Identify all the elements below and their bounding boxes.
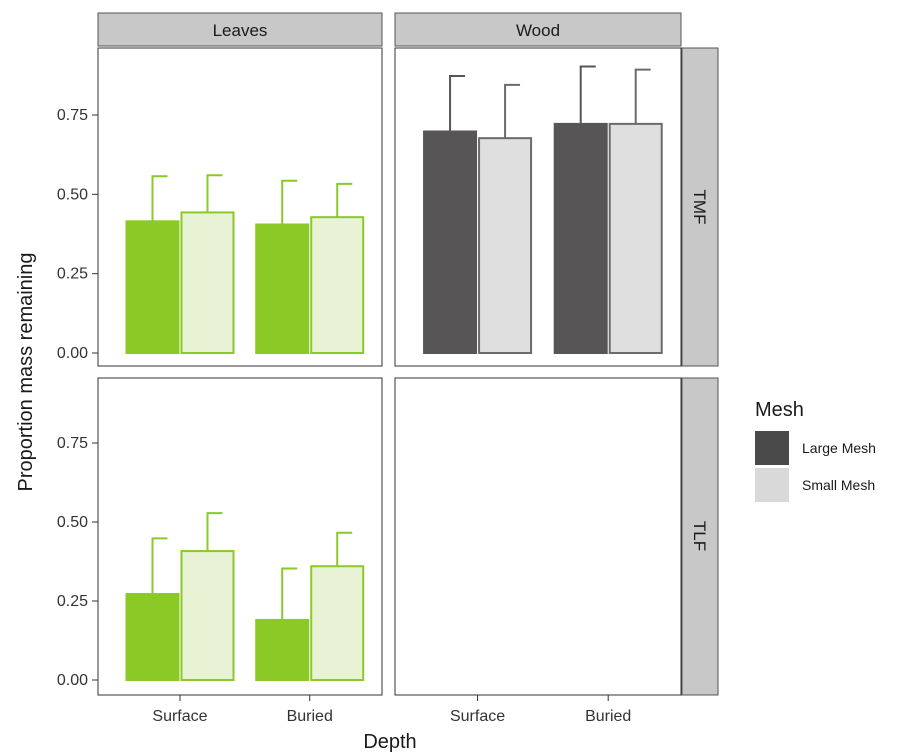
legend-label-small-mesh: Small Mesh	[802, 477, 875, 493]
bar-tlf-leaves-large-mesh-surface	[125, 593, 180, 681]
row-strips: TMF TLF	[681, 47, 719, 696]
y-tick-label-tmf-0: 0.00	[57, 345, 88, 362]
y-axis-title: Proportion mass remaining	[15, 253, 37, 492]
y-tick-label-tlf-3: 0.75	[57, 435, 88, 452]
x-tick-label-wood-buried: Buried	[585, 708, 631, 725]
strip-tlf	[681, 377, 719, 696]
y-tick-label-tlf-2: 0.50	[57, 514, 88, 531]
legend-title: Mesh	[755, 399, 804, 421]
legend-label-large-mesh: Large Mesh	[802, 440, 876, 456]
legend-key-large-mesh	[755, 431, 789, 465]
x-tick-label-leaves-buried: Buried	[287, 708, 333, 725]
bar-tmf-leaves-large-mesh-buried	[255, 223, 310, 354]
y-tick-label-tlf-1: 0.25	[57, 593, 88, 610]
strip-tmf	[681, 47, 719, 367]
strip-label-tlf: TLF	[690, 521, 709, 551]
bar-tlf-leaves-large-mesh-buried	[255, 618, 310, 682]
y-tick-label-tmf-3: 0.75	[57, 107, 88, 124]
y-axes: 0.00 0.25 0.50 0.75 0.00 0.25 0.50 0.75	[57, 107, 98, 689]
bar-tmf-wood-small-mesh-surface	[478, 137, 533, 354]
y-tick-label-tmf-1: 0.25	[57, 266, 88, 283]
x-tick-label-leaves-surface: Surface	[152, 708, 207, 725]
bar-tlf-leaves-small-mesh-buried	[310, 565, 365, 681]
x-axes: Surface Buried Surface Buried	[152, 695, 631, 725]
strip-label-tmf: TMF	[690, 190, 709, 225]
x-axis-title: Depth	[363, 731, 416, 753]
bar-tmf-leaves-small-mesh-surface	[180, 211, 235, 354]
column-strips: Leaves Wood	[97, 12, 682, 47]
panel-tlf-wood	[394, 377, 682, 696]
y-tick-label-tmf-2: 0.50	[57, 186, 88, 203]
legend-key-small-mesh	[755, 468, 789, 502]
bar-tmf-wood-small-mesh-buried	[608, 122, 663, 354]
chart-marks	[125, 65, 663, 682]
bar-tmf-leaves-large-mesh-surface	[125, 220, 180, 354]
bar-tmf-leaves-small-mesh-buried	[310, 216, 365, 354]
strip-leaves	[97, 12, 383, 47]
strip-wood	[394, 12, 682, 47]
strip-label-leaves: Leaves	[213, 21, 268, 40]
bar-tlf-leaves-small-mesh-surface	[180, 550, 235, 682]
x-tick-label-wood-surface: Surface	[450, 708, 505, 725]
bar-tmf-wood-large-mesh-surface	[423, 130, 478, 354]
bar-tmf-wood-large-mesh-buried	[553, 122, 608, 354]
strip-label-wood: Wood	[516, 21, 560, 40]
legend: Mesh Large Mesh Small Mesh	[755, 399, 876, 502]
y-tick-label-tlf-0: 0.00	[57, 672, 88, 689]
